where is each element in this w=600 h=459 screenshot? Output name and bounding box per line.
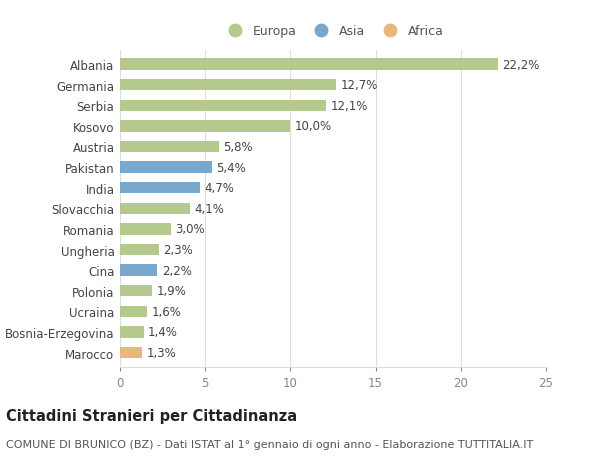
Bar (120, 244, 159, 256)
Bar (120, 347, 142, 358)
Bar (120, 162, 212, 174)
Text: 3,0%: 3,0% (175, 223, 205, 236)
Text: 4,1%: 4,1% (194, 202, 224, 215)
Text: 1,3%: 1,3% (146, 347, 176, 359)
Bar (120, 265, 157, 276)
Text: 22,2%: 22,2% (503, 58, 540, 71)
Text: COMUNE DI BRUNICO (BZ) - Dati ISTAT al 1° gennaio di ogni anno - Elaborazione TU: COMUNE DI BRUNICO (BZ) - Dati ISTAT al 1… (6, 440, 533, 449)
Text: 5,8%: 5,8% (223, 140, 253, 154)
Bar (120, 203, 190, 214)
Text: Cittadini Stranieri per Cittadinanza: Cittadini Stranieri per Cittadinanza (6, 408, 297, 423)
Text: 12,1%: 12,1% (331, 100, 368, 112)
Bar (120, 306, 147, 317)
Legend: Europa, Asia, Africa: Europa, Asia, Africa (223, 25, 443, 38)
Text: 2,3%: 2,3% (163, 243, 193, 257)
Text: 4,7%: 4,7% (205, 182, 234, 195)
Bar (120, 183, 200, 194)
Text: 1,6%: 1,6% (152, 305, 181, 318)
Text: 1,4%: 1,4% (148, 326, 178, 339)
Bar (120, 224, 171, 235)
Bar (120, 101, 326, 112)
Text: 1,9%: 1,9% (157, 285, 187, 297)
Bar (120, 285, 152, 297)
Bar (120, 80, 337, 91)
Bar (120, 121, 290, 132)
Text: 5,4%: 5,4% (216, 161, 246, 174)
Bar (120, 141, 219, 153)
Text: 10,0%: 10,0% (295, 120, 332, 133)
Text: 2,2%: 2,2% (162, 264, 191, 277)
Bar (120, 327, 144, 338)
Bar (120, 59, 498, 71)
Text: 12,7%: 12,7% (341, 79, 378, 92)
